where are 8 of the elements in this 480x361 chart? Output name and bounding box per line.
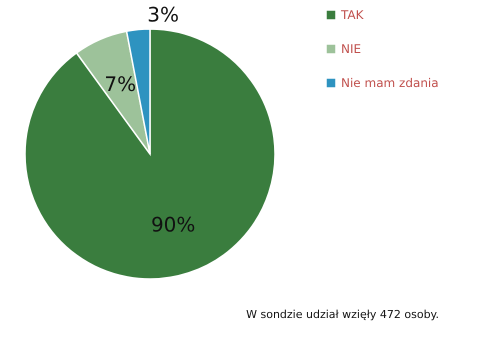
legend-label: NIE [341, 42, 362, 56]
text: W sondzie udział wzięły 472 osoby. [246, 308, 439, 321]
legend-label: TAK [340, 8, 365, 22]
data-label: 3% [147, 2, 179, 27]
data-label: 7% [104, 72, 136, 96]
legend-label: Nie mam zdania [341, 76, 439, 90]
data-label: 90% [150, 212, 196, 236]
pie-slice [24, 28, 276, 280]
